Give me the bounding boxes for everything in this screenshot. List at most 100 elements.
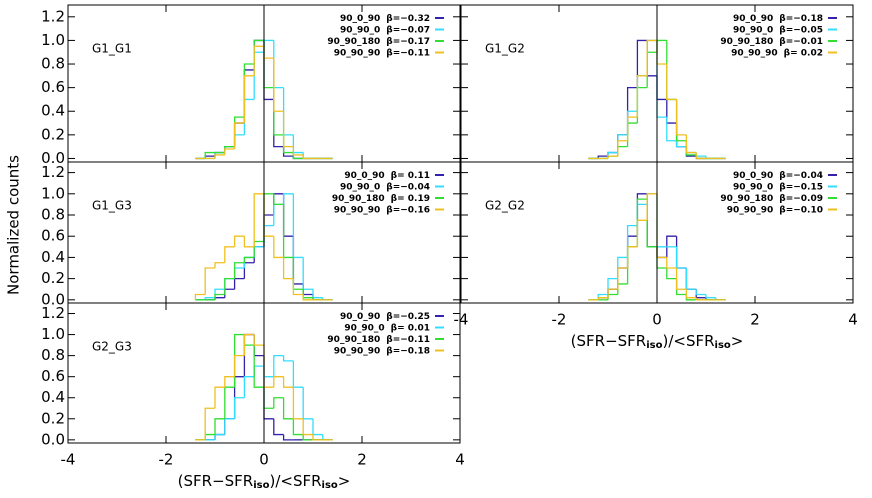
histogram-step [214,433,225,440]
histogram-step [617,267,628,290]
histogram-step [273,418,284,436]
histogram-step [233,333,245,388]
x-tick-label: 2 [750,311,760,329]
histogram-step [685,289,697,299]
histogram-step [646,193,657,205]
histogram-step [273,40,284,89]
legend-entry: 90_90_0 β=−0.04 [340,182,430,192]
histogram-step [243,63,255,118]
x-tick-label: 0 [259,451,269,469]
histogram-step [253,246,264,258]
y-axis-label: Normalized counts [5,155,23,295]
x-axis-label-part: )/<SFR [662,332,714,350]
histogram-step [253,193,264,247]
histogram-step [243,334,255,346]
histogram-step [214,418,225,435]
histogram-step [617,134,628,153]
panel-label: G1_G2 [485,42,525,56]
histogram-step [685,268,697,290]
legend-beta: β=−0.09 [779,194,823,204]
histogram-step [302,434,313,441]
histogram-step [626,122,638,147]
legend-beta: β=−0.05 [779,25,823,35]
histogram-step [243,236,255,248]
histogram-step [282,397,294,420]
legend-beta: β=−0.32 [386,14,430,24]
x-axis-label-sub: iso [253,480,269,491]
y-tick-label: 0.2 [41,269,65,287]
legend-beta: β=−0.16 [386,205,430,215]
legend-entry: 90_0_90 β= 0.11 [344,171,430,181]
y-tick-label: 0.2 [41,409,65,427]
histogram-step [636,193,648,237]
legend-entry: 90_90_180 β=−0.11 [327,335,430,345]
histogram-step [273,354,284,377]
histogram-step [302,418,313,436]
histogram-step [695,297,706,301]
histogram-step [656,39,667,53]
histogram-step [233,397,245,419]
legend-name: 90_0_90 [340,312,380,322]
panel-label: G2_G3 [92,340,132,354]
y-tick-label: 1.0 [41,325,65,343]
histogram-step [292,134,304,154]
legend-entry: 90_90_90 β= 0.02 [731,48,823,58]
histogram-step [636,203,648,226]
histogram-step [233,267,245,279]
histogram-step [292,387,304,420]
histogram-step [322,434,333,441]
histogram-step [656,193,667,259]
histogram-step [214,386,225,409]
legend-beta: β= 0.01 [391,323,430,333]
legend-entry: 90_90_90 β=−0.11 [334,48,430,58]
histogram-step [282,204,294,259]
y-tick-label: 1.2 [41,163,65,181]
histogram-step [636,39,648,88]
histogram-step [607,277,618,295]
histogram-step [666,268,677,280]
histogram-step [675,278,687,296]
histogram-step [253,39,264,70]
histogram-step [597,155,608,159]
histogram-step [646,40,657,77]
histogram-step [194,293,206,300]
histogram-step [214,154,225,159]
legend-name: 90_90_90 [727,205,774,215]
histogram-step [273,376,284,388]
legend-name: 90_90_0 [340,25,380,35]
histogram-step [656,40,667,65]
histogram-step [626,246,638,284]
histogram-step [253,51,264,100]
legend-name: 90_90_180 [720,194,773,204]
x-axis-label: (SFR−SFRiso)/<SFRiso> [571,332,744,352]
histogram-step [656,193,667,248]
legend-name: 90_90_180 [720,37,773,47]
histogram-step [253,334,264,346]
histogram-step [204,151,215,159]
y-tick-label: 0.8 [41,346,65,364]
y-tick-label: 0.6 [41,367,65,385]
histogram-step [214,433,225,440]
histogram-step [224,277,235,290]
histogram-step [282,376,294,388]
y-tick-label: 1.2 [41,7,65,25]
x-tick-label: -4 [61,451,76,469]
histogram-step [636,219,648,247]
y-tick-label: 0.0 [41,290,65,308]
histogram-step [204,267,215,295]
histogram-step [214,297,225,300]
legend-entry: 90_90_0 β=−0.07 [340,25,430,35]
legend-name: 90_90_90 [731,48,778,58]
histogram-step [263,387,274,409]
histogram-step [656,40,667,118]
histogram-step [214,293,225,300]
histogram-step [233,262,245,279]
histogram-step [675,236,687,269]
legend-beta: β= 0.02 [784,48,823,58]
x-tick-label: -2 [159,451,174,469]
y-tick-label: 0.0 [41,430,65,448]
histogram-step [233,354,245,377]
legend-entry: 90_90_90 β=−0.10 [727,205,823,215]
y-tick-label: 0.4 [41,388,65,406]
